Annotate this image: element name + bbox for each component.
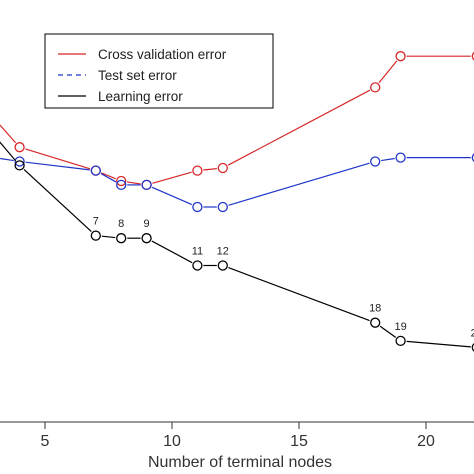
series-line-segment — [0, 124, 17, 144]
data-point — [192, 260, 203, 271]
data-point — [370, 317, 381, 328]
series-line-segment — [100, 173, 117, 183]
x-tick-label: 15 — [290, 433, 308, 450]
point-label: 22 — [471, 327, 474, 339]
series-0 — [0, 51, 474, 191]
series-line-segment — [101, 172, 116, 180]
data-point — [14, 160, 25, 171]
series-layer: 7 8 9 11 12 18 19 22 — [0, 51, 474, 352]
data-point — [471, 343, 474, 352]
data-point — [395, 335, 406, 347]
series-line-segment — [127, 181, 141, 185]
series-1 — [0, 152, 474, 213]
data-point — [471, 51, 474, 61]
data-point — [141, 179, 152, 191]
data-point — [141, 233, 152, 244]
series-line-segment — [406, 340, 471, 348]
data-point — [395, 152, 406, 163]
point-label: 7 — [93, 216, 99, 228]
legend-label: Test set error — [98, 68, 177, 83]
x-tick-label: 10 — [163, 433, 181, 450]
series-line-segment — [228, 267, 370, 322]
data-point — [370, 82, 381, 93]
legend: Cross validation error Test set error Lear… — [44, 33, 274, 109]
data-point — [192, 201, 203, 213]
data-point — [395, 51, 406, 62]
legend-label: Learning error — [98, 89, 183, 104]
data-point — [116, 175, 127, 187]
data-point — [116, 179, 127, 191]
series-line-segment — [0, 141, 17, 162]
x-axis-title: Number of terminal nodes — [148, 454, 332, 471]
series-line-segment — [381, 157, 395, 162]
data-point — [471, 153, 474, 162]
series-line-segment — [25, 161, 90, 171]
point-label: 9 — [144, 218, 150, 230]
series-line-segment — [203, 168, 217, 171]
series-line-segment — [152, 171, 192, 184]
point-label: 11 — [192, 246, 203, 258]
series-line-segment — [151, 186, 193, 206]
series-line-segment — [151, 240, 193, 264]
data-point — [370, 156, 381, 167]
x-tick-label: 20 — [417, 433, 435, 450]
data-point — [90, 230, 101, 241]
series-2: 7 8 9 11 12 18 19 22 — [0, 141, 474, 352]
series-line-segment — [101, 235, 116, 239]
point-label: 12 — [217, 246, 229, 258]
series-line-segment — [23, 169, 92, 232]
series-line-segment — [25, 148, 91, 170]
data-point — [217, 162, 228, 174]
data-point — [217, 201, 228, 213]
series-line-segment — [379, 325, 397, 338]
series-line-segment — [227, 89, 371, 166]
data-point — [192, 165, 203, 176]
point-label: 18 — [369, 303, 381, 315]
data-point — [217, 260, 228, 271]
x-tick-label: 5 — [41, 433, 50, 450]
series-line-segment — [378, 60, 398, 84]
x-axis-ticks: 5 10 15 20 — [41, 422, 435, 450]
data-point — [14, 156, 25, 167]
legend-label: Cross validation error — [98, 47, 227, 62]
data-point — [116, 233, 127, 244]
data-point — [14, 142, 25, 153]
series-line-segment — [228, 162, 370, 206]
data-point — [90, 165, 101, 176]
point-label: 19 — [394, 321, 406, 333]
series-line-segment — [0, 157, 14, 162]
point-label: 8 — [118, 218, 124, 230]
